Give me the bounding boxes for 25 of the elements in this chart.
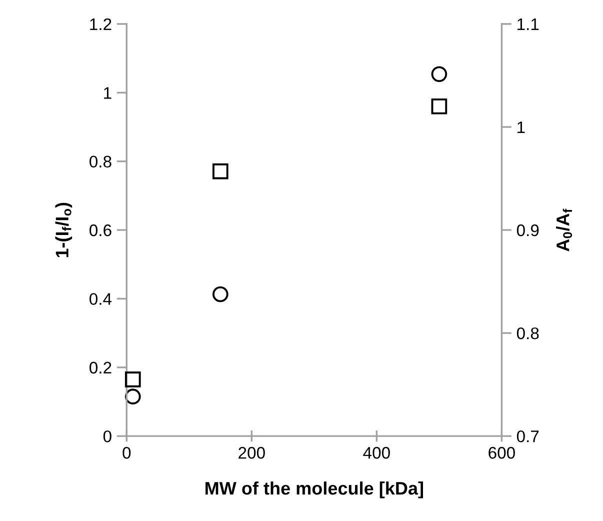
y-axis-title: 1-(I$_{f}$/I$_{o}$) <box>55 202 72 258</box>
y-tick-label: 1 <box>104 87 112 99</box>
y-tick-label: 0.2 <box>90 362 112 374</box>
y2-tick-label: 0.8 <box>516 327 539 340</box>
y-tick-label: 0.6 <box>90 224 112 236</box>
point <box>212 286 228 302</box>
x-tick-label: 400 <box>363 446 390 459</box>
x-tick-label: 600 <box>488 446 515 459</box>
y2-tick-label: 1 <box>518 122 525 134</box>
x-tick-label: 200 <box>238 446 265 459</box>
y-tick-label: 1.2 <box>90 18 112 30</box>
y2-tick-label: 0.9 <box>516 224 539 236</box>
y2-axis-title: A$_{0}$/A$_{f}$ <box>556 208 572 252</box>
point <box>212 163 228 180</box>
y-tick-label: 0.4 <box>90 293 112 305</box>
y-tick-label: 0.8 <box>90 156 112 168</box>
x-axis-title: MW of the molecule [kDa] <box>206 481 423 498</box>
y-tick-label: 0 <box>103 430 112 442</box>
point <box>431 98 448 114</box>
point <box>124 371 141 388</box>
y2-tick-label: 0.7 <box>516 430 539 442</box>
x-tick-label: 0 <box>122 446 131 459</box>
point <box>124 388 141 405</box>
y2-tick-label: 1.1 <box>518 18 539 30</box>
point <box>431 66 448 82</box>
